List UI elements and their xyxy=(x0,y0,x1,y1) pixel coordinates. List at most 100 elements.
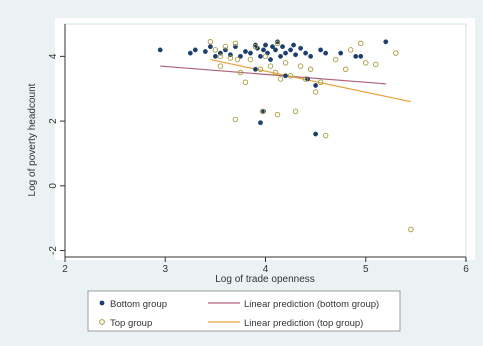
y-tick-label: -2 xyxy=(48,246,59,255)
bottom-group-point xyxy=(192,47,198,53)
bottom-group-point xyxy=(291,42,296,48)
top-group-point xyxy=(232,40,239,47)
top-group-point xyxy=(277,76,284,82)
y-tick-label: 4 xyxy=(48,53,59,59)
bottom-group-point xyxy=(268,57,273,62)
top-group-point xyxy=(259,108,266,115)
top-group-point xyxy=(297,63,304,69)
bottom-group-point xyxy=(238,53,243,59)
top-group-point xyxy=(217,53,224,60)
top-group-point xyxy=(207,39,214,45)
bottom-group-point xyxy=(383,39,389,45)
linear-prediction-bottom-line xyxy=(160,65,386,85)
top-group-point xyxy=(363,60,369,66)
bottom-group-point xyxy=(323,50,329,56)
top-group-point xyxy=(222,43,229,50)
plot-area xyxy=(64,23,467,258)
top-group-point xyxy=(274,40,281,47)
y-tick-label: 0 xyxy=(48,183,59,189)
top-group-point xyxy=(287,73,294,79)
top-group-point xyxy=(242,79,249,85)
x-tick-label: 4 xyxy=(263,264,269,275)
bottom-group-point xyxy=(270,44,275,50)
top-group-point xyxy=(292,108,299,115)
legend-label-bottom: Bottom group xyxy=(110,299,167,310)
top-group-point xyxy=(252,43,259,50)
bottom-group-point xyxy=(283,73,288,79)
top-group-point xyxy=(408,226,414,233)
legend-marker-bottom xyxy=(99,300,105,306)
top-group-point xyxy=(272,69,279,76)
bottom-group-point xyxy=(273,47,278,53)
bottom-group-point xyxy=(258,120,263,126)
top-group-point xyxy=(317,79,324,85)
top-group-point xyxy=(347,47,354,53)
top-group-point xyxy=(342,66,349,73)
bottom-group-point xyxy=(283,50,288,56)
top-group-point xyxy=(373,61,379,68)
top-group-point xyxy=(274,111,281,118)
top-group-point xyxy=(217,63,224,69)
bottom-group-point xyxy=(263,42,268,48)
top-group-point xyxy=(282,60,289,66)
data-points xyxy=(157,39,414,233)
top-group-point xyxy=(393,50,399,56)
bottom-group-point xyxy=(298,45,303,51)
x-tick-label: 5 xyxy=(363,264,369,275)
bottom-group-point xyxy=(338,50,344,56)
y-axis-label: Log of poverty headcount xyxy=(27,83,38,196)
y-tick-label: 2 xyxy=(48,118,59,124)
bottom-group-point xyxy=(313,131,319,137)
bottom-group-point xyxy=(358,53,364,59)
legend-label-lp-top: Linear prediction (top group) xyxy=(244,318,363,329)
top-group-point xyxy=(257,66,264,73)
top-group-point xyxy=(262,53,269,60)
legend-label-lp-bottom: Linear prediction (bottom group) xyxy=(244,299,379,310)
top-group-point xyxy=(234,56,241,63)
bottom-group-point xyxy=(288,47,293,53)
bottom-group-point xyxy=(308,53,314,59)
bottom-group-point xyxy=(313,83,319,88)
bottom-group-point xyxy=(243,49,248,54)
bottom-group-point xyxy=(353,53,359,59)
x-tick-label: 2 xyxy=(62,264,68,275)
top-group-point xyxy=(267,63,274,69)
legend-box xyxy=(87,290,401,332)
bottom-group-point xyxy=(248,50,253,56)
y-axis-ticks: 4 2 0 -2 xyxy=(48,53,65,255)
bottom-group-point xyxy=(261,47,266,53)
bottom-group-point xyxy=(293,52,298,58)
bottom-group-point xyxy=(303,50,308,56)
top-group-point xyxy=(247,56,254,63)
x-axis-label: Log of trade openness xyxy=(215,274,315,285)
legend-marker-top xyxy=(99,319,105,325)
x-tick-label: 3 xyxy=(162,264,168,275)
top-group-point xyxy=(312,89,319,95)
top-group-point xyxy=(357,40,364,47)
top-group-point xyxy=(307,66,314,73)
bottom-group-point xyxy=(278,53,283,59)
bottom-group-point xyxy=(187,50,193,56)
bottom-group-point xyxy=(157,47,163,53)
bottom-group-point xyxy=(318,47,324,53)
top-group-point xyxy=(302,76,309,82)
legend: Bottom group Top group Linear prediction… xyxy=(87,290,401,332)
top-group-point xyxy=(227,55,234,61)
x-tick-label: 6 xyxy=(463,264,469,275)
bottom-group-point xyxy=(207,44,213,50)
bottom-group-point xyxy=(253,66,258,72)
top-group-point xyxy=(232,116,239,123)
top-group-point xyxy=(332,56,339,63)
top-group-point xyxy=(237,69,244,76)
legend-label-top: Top group xyxy=(110,318,152,329)
top-group-point xyxy=(322,132,329,139)
bottom-group-point xyxy=(202,49,208,54)
bottom-group-point xyxy=(280,44,285,50)
linear-prediction-top-line xyxy=(210,59,411,103)
bottom-group-point xyxy=(258,53,263,59)
bottom-group-point xyxy=(212,53,218,59)
top-group-point xyxy=(212,47,219,53)
fit-lines xyxy=(160,59,411,103)
x-axis-ticks: 2 3 4 5 6 xyxy=(62,257,469,275)
